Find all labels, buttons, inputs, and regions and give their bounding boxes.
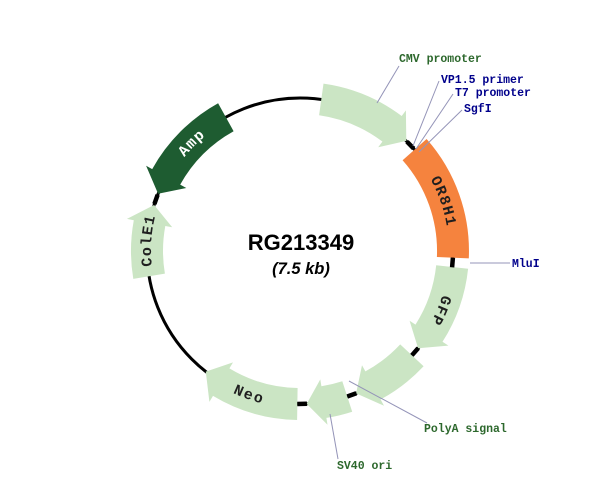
junction-tick-cole1-amp [152,194,160,205]
arc-label-cole1-text: ColE1 [138,213,158,268]
label-mlui: MluI [512,258,540,271]
label-sv40-ori: SV40 ori [337,460,392,473]
junction-tick-sgfi [405,140,416,151]
leader-line-cmv-promoter [376,65,400,104]
leader-line-t7-promoter [415,93,454,150]
feature-arc-sv40-ori [306,379,353,425]
feature-arc-amp [146,103,234,194]
arc-label-cole1: ColE1 [138,213,159,268]
label-sgfi: SgfI [464,103,492,116]
junction-tick-mlui [449,257,456,268]
feature-arc-polya-signal [356,344,424,406]
leader-line-sv40-ori [329,413,339,460]
feature-arc-gfp [409,265,469,349]
feature-arc-neo [205,362,298,420]
feature-arc-cole1 [126,205,173,279]
leader-line-sgfi [418,109,463,153]
junction-tick-gfp-polya [410,346,420,357]
plasmid-size: (7.5 kb) [272,260,330,278]
leader-line-vp15-primer [412,80,440,147]
junction-tick-polya-sv40 [346,391,358,399]
label-vp15-primer: VP1.5 primer [441,74,524,87]
leader-line-polya-signal [348,380,428,424]
label-cmv-promoter: CMV promoter [399,53,482,66]
plasmid-title: RG213349 [248,230,354,255]
label-t7-promoter: T7 promoter [455,87,531,100]
feature-arc-cmv-promoter [319,83,407,148]
feature-arc-or8h1-gene [402,139,469,259]
label-polya-signal: PolyA signal [424,423,507,436]
